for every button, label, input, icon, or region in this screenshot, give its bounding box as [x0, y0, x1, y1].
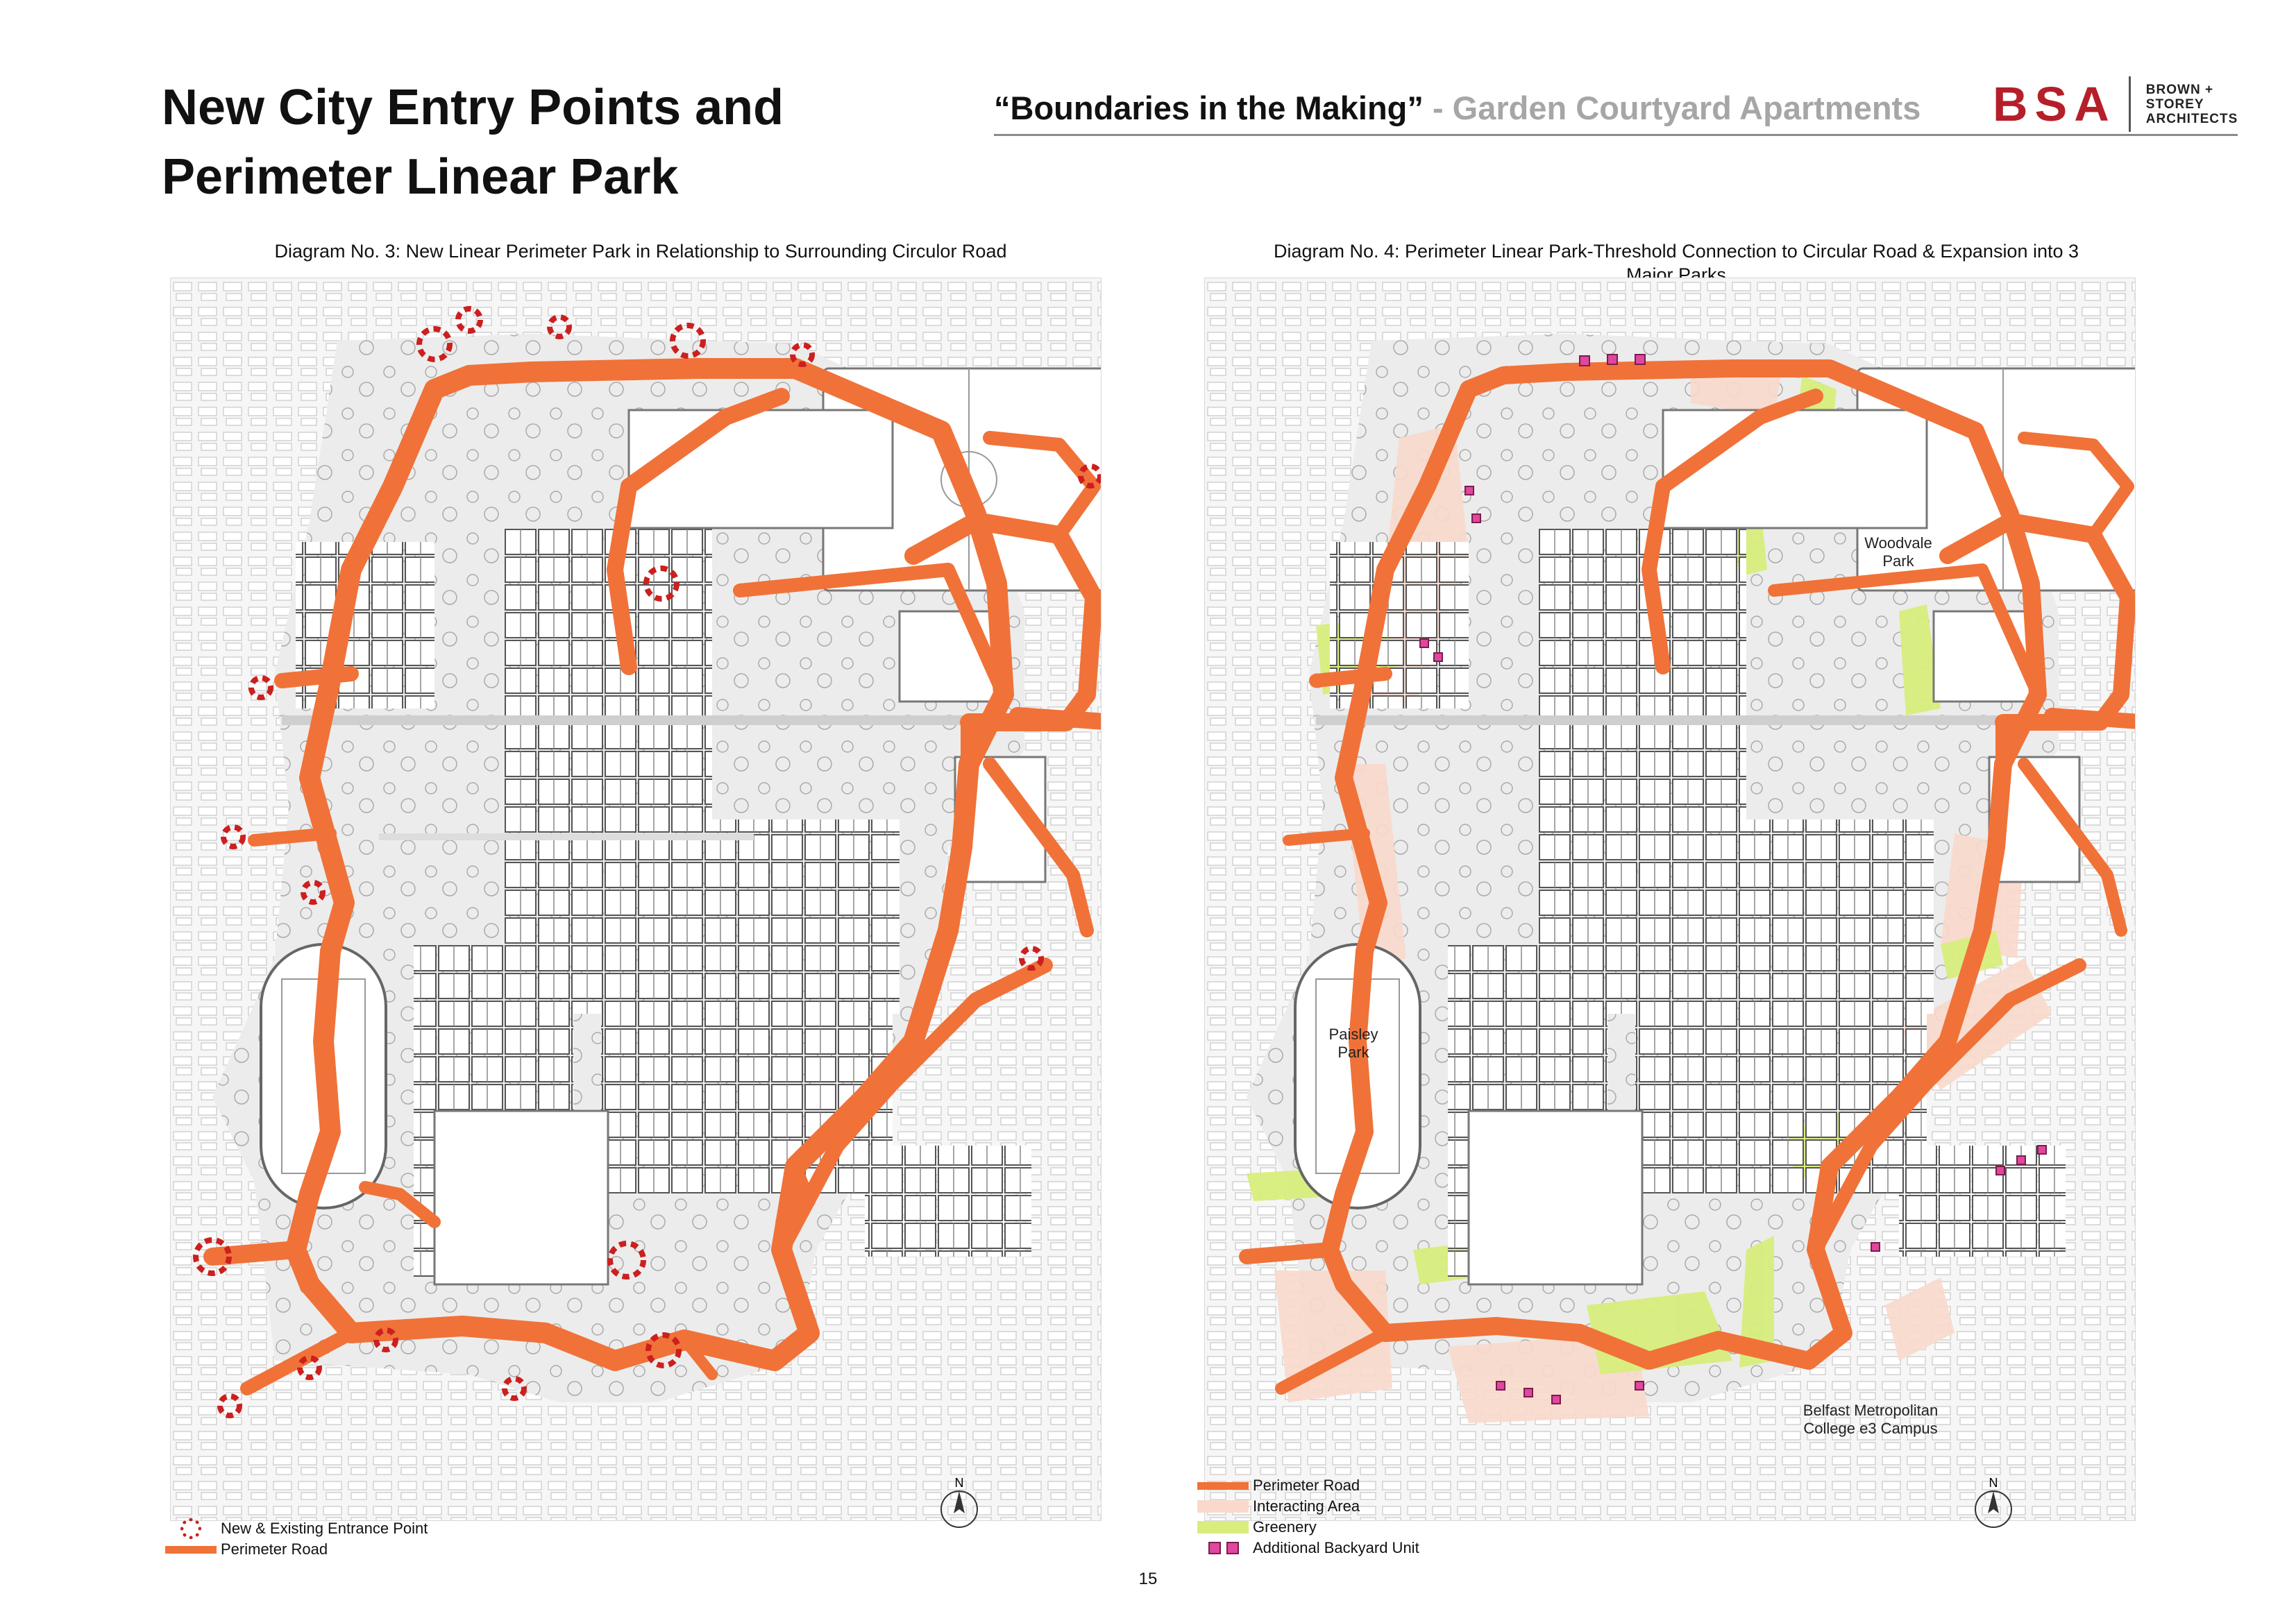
entrance-points	[193, 306, 1101, 1418]
legend-row-perimeter-road: Perimeter Road	[1197, 1475, 1419, 1496]
logo-text: BROWN + STOREY ARCHITECTS	[2146, 83, 2238, 126]
diagram-3-map	[170, 278, 1101, 1521]
legend-label: Perimeter Road	[221, 1540, 328, 1558]
bsa-logo: BSA BROWN + STOREY ARCHITECTS	[1993, 76, 2238, 132]
interacting-area-swatch	[1197, 1500, 1249, 1513]
belfast-college-label: Belfast Metropolitan College e3 Campus	[1773, 1402, 1968, 1438]
belfast-label-line-1: Belfast Metropolitan	[1803, 1402, 1939, 1419]
project-subtitle: “Boundaries in the Making” - Garden Cour…	[994, 89, 1921, 127]
belfast-label-line-2: College e3 Campus	[1803, 1420, 1938, 1437]
backyard-unit-icon	[1208, 1542, 1239, 1554]
logo-line-1: BROWN +	[2145, 82, 2214, 97]
greenery-swatch	[1197, 1521, 1249, 1533]
legend-row-interacting-area: Interacting Area	[1197, 1496, 1419, 1517]
paisley-label-line-1: Paisley	[1328, 1026, 1378, 1043]
housing-blocks-south	[601, 972, 893, 1194]
legend-row-greenery: Greenery	[1197, 1517, 1419, 1538]
woodvale-park-label: Woodvale Park	[1850, 534, 1947, 570]
logo-divider	[2128, 76, 2131, 132]
subtitle-project: - Garden Courtyard Apartments	[1423, 90, 1921, 126]
north-label: N	[1989, 1476, 1998, 1490]
legend-row-entrance: New & Existing Entrance Point	[165, 1518, 428, 1539]
diagram-4-caption-line-1: Diagram No. 4: Perimeter Linear Park-Thr…	[1273, 241, 2079, 262]
north-label: N	[955, 1476, 964, 1490]
perimeter-road-line	[165, 1545, 217, 1554]
perimeter-road	[1239, 359, 2135, 1395]
legend-row-perimeter-road: Perimeter Road	[165, 1539, 428, 1560]
woodvale-label-line-1: Woodvale	[1864, 534, 1932, 552]
legend-label: Interacting Area	[1253, 1497, 1360, 1515]
diagram-4-map	[1204, 278, 2136, 1521]
page-number: 15	[1138, 1570, 1158, 1588]
paisley-label-line-2: Park	[1337, 1044, 1369, 1061]
legend-label: New & Existing Entrance Point	[221, 1520, 428, 1537]
entrance-point-icon	[180, 1518, 201, 1539]
diagram-4-caption: Diagram No. 4: Perimeter Linear Park-Thr…	[1194, 239, 2159, 287]
diagram-4-legend: Perimeter Road Interacting Area Greenery…	[1197, 1475, 1419, 1558]
legend-label: Greenery	[1253, 1518, 1317, 1536]
perimeter-road-line	[1197, 1481, 1249, 1490]
north-arrow-icon: N	[1973, 1475, 2014, 1530]
header-divider	[994, 134, 2238, 136]
diagram-4-svg	[1205, 278, 2135, 1520]
logo-line-2: STOREY	[2145, 96, 2204, 112]
logo-line-3: ARCHITECTS	[2145, 111, 2238, 126]
legend-label: Perimeter Road	[1253, 1477, 1360, 1494]
logo-mark: BSA	[1993, 77, 2116, 131]
diagram-3-legend: New & Existing Entrance Point Perimeter …	[165, 1518, 428, 1560]
page-title: New City Entry Points and Perimeter Line…	[162, 73, 856, 212]
diagram-3-svg	[171, 278, 1101, 1520]
title-line-1: New City Entry Points and	[162, 80, 784, 135]
paisley-park-label: Paisley Park	[1312, 1026, 1395, 1062]
diagram-3-caption: Diagram No. 3: New Linear Perimeter Park…	[274, 241, 1007, 262]
legend-row-backyard-unit: Additional Backyard Unit	[1197, 1538, 1419, 1558]
backyard-units	[1419, 354, 2047, 1404]
title-line-2: Perimeter Linear Park	[162, 149, 679, 205]
woodvale-label-line-2: Park	[1882, 552, 1914, 570]
legend-label: Additional Backyard Unit	[1253, 1539, 1419, 1556]
north-arrow-icon: N	[938, 1475, 980, 1530]
subtitle-quote: “Boundaries in the Making”	[994, 90, 1424, 126]
